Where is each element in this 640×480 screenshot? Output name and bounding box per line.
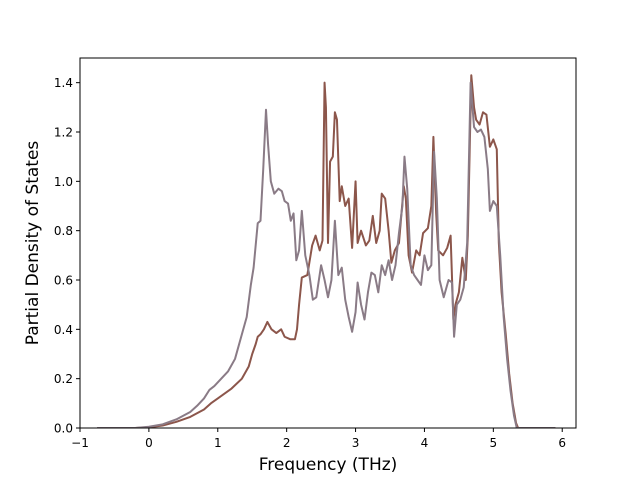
x-tick-label: 2 bbox=[283, 436, 291, 450]
y-tick-label: 0.4 bbox=[54, 323, 73, 337]
x-tick-label: 1 bbox=[214, 436, 222, 450]
x-axis-title: Frequency (THz) bbox=[259, 455, 398, 475]
series-line-2 bbox=[97, 81, 556, 428]
y-tick-label: 1.2 bbox=[54, 126, 73, 140]
x-axis-ticks: −1 0 1 2 3 4 5 6 bbox=[71, 428, 566, 450]
x-tick-label: −1 bbox=[71, 436, 89, 450]
y-tick-label: 0.8 bbox=[54, 224, 73, 238]
series-line-1 bbox=[97, 74, 556, 428]
y-tick-label: 0.0 bbox=[54, 422, 73, 436]
x-tick-label: 6 bbox=[558, 436, 566, 450]
plot-frame bbox=[79, 57, 577, 429]
x-tick-label: 5 bbox=[490, 436, 498, 450]
y-axis-title: Partial Density of States bbox=[23, 141, 43, 346]
plot-lines bbox=[97, 74, 556, 428]
y-tick-label: 1.0 bbox=[54, 175, 73, 189]
y-tick-label: 1.4 bbox=[54, 76, 73, 90]
x-tick-label: 3 bbox=[352, 436, 360, 450]
x-tick-label: 4 bbox=[421, 436, 429, 450]
y-tick-label: 0.2 bbox=[54, 372, 73, 386]
x-tick-label: 0 bbox=[145, 436, 153, 450]
y-tick-label: 0.6 bbox=[54, 274, 73, 288]
axes-frame bbox=[79, 57, 577, 429]
y-axis-ticks: 0.0 0.2 0.4 0.6 0.8 1.0 1.2 1.4 bbox=[54, 76, 80, 436]
